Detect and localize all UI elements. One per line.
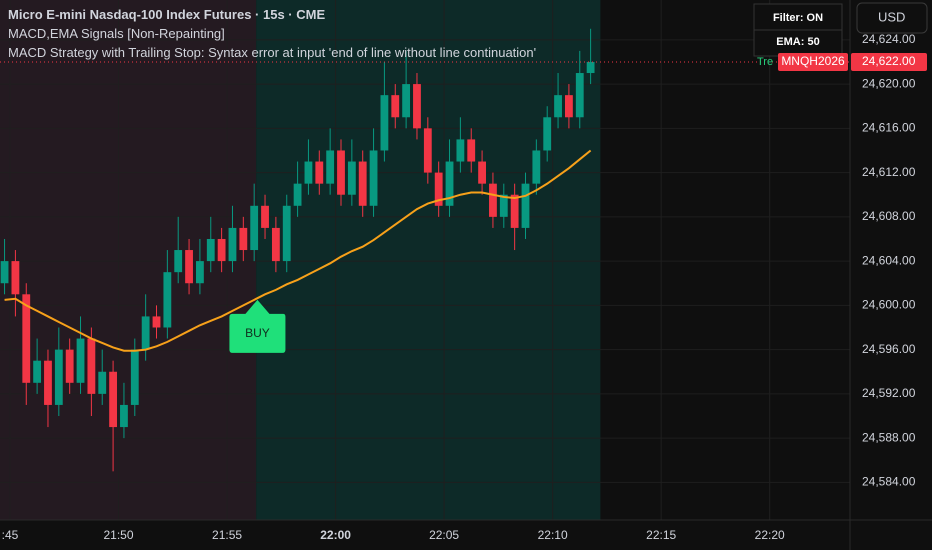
candle-body [109, 371, 117, 428]
candle-body [196, 261, 204, 284]
candle-body [521, 183, 530, 228]
x-tick-label: 22:15 [646, 528, 676, 542]
candle-body [152, 316, 161, 328]
indicator-label: MACD,EMA Signals [Non-Repainting] [8, 26, 225, 41]
candle-body [423, 128, 432, 173]
candle-body [413, 84, 421, 129]
y-tick-label: 24,596.00 [862, 342, 916, 356]
candle-body [391, 95, 400, 118]
symbol-label: MNQH2026 [781, 54, 845, 68]
chart-title: Micro E-mini Nasdaq-100 Index Futures · … [8, 7, 325, 22]
candle-body [380, 95, 389, 151]
x-tick-label: 22:00 [320, 528, 351, 542]
x-tick-label: 22:10 [538, 528, 568, 542]
y-tick-label: 24,616.00 [862, 121, 916, 135]
candle-body [532, 150, 541, 184]
candle-body [174, 250, 183, 273]
candle-body [130, 349, 139, 405]
table-cell: Filter: ON [773, 12, 823, 24]
candle-body [163, 272, 172, 328]
trend-label: Tre [757, 56, 773, 68]
table-cell: EMA: 50 [776, 36, 819, 48]
y-tick-label: 24,588.00 [862, 430, 916, 444]
y-tick-label: 24,584.00 [862, 475, 916, 489]
x-tick-label: :45 [2, 528, 19, 542]
candle-body [575, 73, 584, 118]
candle-body [141, 316, 150, 350]
candle-body [54, 349, 63, 405]
candle-body [44, 360, 52, 405]
regions [0, 0, 601, 520]
candle-body [261, 205, 269, 228]
candle-body [369, 150, 378, 206]
candle-body [347, 161, 356, 195]
x-tick-label: 21:55 [212, 528, 242, 542]
candle-body [543, 117, 552, 151]
candle-body [250, 205, 259, 251]
candle-body [326, 150, 335, 184]
y-tick-label: 24,624.00 [862, 32, 916, 46]
candle-body [554, 95, 562, 118]
candle-body [565, 95, 573, 118]
symbol-tag [778, 52, 848, 71]
candle-body [434, 172, 443, 206]
candle-body [293, 183, 302, 206]
y-tick-label: 24,612.00 [862, 165, 916, 179]
ema-line [4, 149, 592, 352]
currency-label[interactable]: USD [878, 9, 905, 24]
x-tick-label: 22:20 [755, 528, 785, 542]
y-tick-label: 24,600.00 [862, 298, 916, 312]
candle-body [76, 338, 85, 383]
candle-body [304, 161, 313, 184]
marks [0, 28, 595, 472]
candle-body [456, 139, 465, 162]
candle-body [445, 161, 454, 206]
y-tick-label: 24,608.00 [862, 209, 916, 223]
candle-body [22, 294, 31, 383]
candle-body [11, 261, 20, 295]
candle-body [185, 250, 193, 284]
candle-body [337, 150, 345, 195]
candle-body [33, 360, 42, 383]
candle-body [65, 349, 74, 383]
candle-body [499, 194, 508, 217]
candle-body [510, 194, 519, 228]
indicator-label: MACD Strategy with Trailing Stop: Syntax… [8, 45, 536, 60]
candle-body [120, 404, 128, 428]
candle-body [271, 227, 280, 262]
candle-body [217, 238, 226, 262]
candle-body [315, 161, 324, 184]
candle-body [282, 205, 291, 262]
x-tick-label: 21:50 [103, 528, 133, 542]
candle-body [228, 227, 237, 262]
candle-body [402, 84, 411, 118]
buy-label: BUY [245, 326, 270, 340]
candle-body [478, 161, 486, 184]
candle-body [0, 261, 9, 284]
y-tick-label: 24,592.00 [862, 386, 916, 400]
candle-body [489, 183, 497, 217]
candle-body [239, 227, 248, 251]
price-tag [851, 52, 927, 71]
currency-button[interactable] [856, 2, 928, 34]
y-tick-label: 24,620.00 [862, 76, 916, 90]
candle-body [87, 338, 96, 394]
session-region [0, 0, 257, 520]
candle-body [586, 61, 595, 74]
y-tick-label: 24,604.00 [862, 253, 916, 267]
session-region [256, 0, 601, 520]
x-tick-label: 22:05 [429, 528, 459, 542]
candle-body [98, 371, 107, 394]
overlay: BUY [0, 61, 850, 353]
candle-body [467, 139, 476, 162]
candle-body [206, 238, 215, 262]
price-tag-label: 24,622.00 [862, 54, 916, 68]
candle-body [358, 161, 367, 206]
buy-signal [229, 299, 286, 353]
